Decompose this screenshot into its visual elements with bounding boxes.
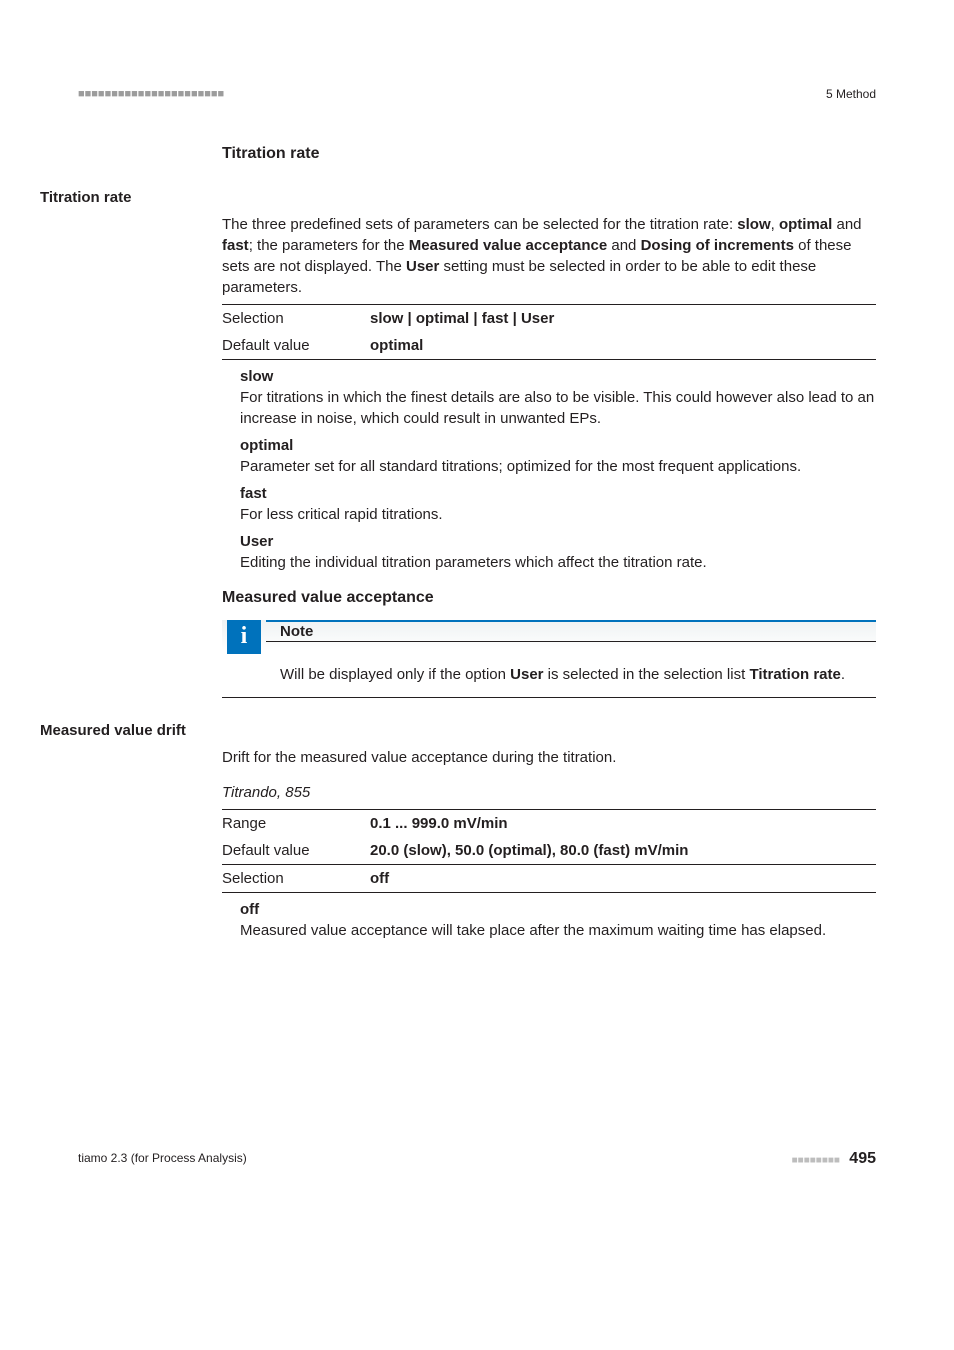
section-title-measured-value-acceptance: Measured value acceptance bbox=[222, 587, 876, 609]
kw-titration-rate: Titration rate bbox=[749, 666, 840, 683]
text: . bbox=[841, 666, 845, 683]
header-section-label: 5 Method bbox=[826, 86, 876, 103]
note-body: Will be displayed only if the option Use… bbox=[222, 642, 876, 685]
kw-slow: slow bbox=[737, 216, 770, 233]
def-term-slow: slow bbox=[240, 366, 876, 387]
def-term-user: User bbox=[240, 531, 876, 552]
def-desc-user: Editing the individual titration paramet… bbox=[240, 552, 876, 573]
page-number: 495 bbox=[849, 1150, 876, 1167]
table-row: Selection slow | optimal | fast | User bbox=[222, 305, 876, 333]
kw-user: User bbox=[510, 666, 543, 683]
table-row: Range 0.1 ... 999.0 mV/min bbox=[222, 809, 876, 837]
titration-rate-definitions: slow For titrations in which the finest … bbox=[240, 366, 876, 573]
row-label-range: Range bbox=[222, 809, 370, 837]
row-label-selection: Selection bbox=[222, 864, 370, 892]
table-row: Default value 20.0 (slow), 50.0 (optimal… bbox=[222, 837, 876, 865]
text: ; the parameters for the bbox=[249, 237, 409, 254]
row-value-selection: slow | optimal | fast | User bbox=[370, 305, 876, 333]
row-value-default: optimal bbox=[370, 332, 876, 360]
text: is selected in the selection list bbox=[544, 666, 750, 683]
text: optimal bbox=[370, 337, 423, 354]
info-icon: i bbox=[227, 620, 261, 654]
note-title: Note bbox=[266, 620, 876, 642]
row-value-default: 20.0 (slow), 50.0 (optimal), 80.0 (fast)… bbox=[370, 837, 876, 865]
param-label-measured-value-drift: Measured value drift bbox=[40, 720, 876, 741]
table-row: Selection off bbox=[222, 864, 876, 892]
text: The three predefined sets of parameters … bbox=[222, 216, 737, 233]
text: , bbox=[771, 216, 779, 233]
text: slow | optimal | fast | User bbox=[370, 310, 554, 327]
text: 0.1 ... 999.0 mV/min bbox=[370, 815, 508, 832]
def-desc-slow: For titrations in which the finest detai… bbox=[240, 387, 876, 429]
footer-dashes: ■■■■■■■■ bbox=[792, 1155, 840, 1166]
def-desc-optimal: Parameter set for all standard titration… bbox=[240, 456, 876, 477]
section-title-titration-rate: Titration rate bbox=[222, 143, 876, 165]
text: 20.0 (slow), 50.0 (optimal), 80.0 (fast)… bbox=[370, 842, 688, 859]
text: and bbox=[832, 216, 861, 233]
def-term-optimal: optimal bbox=[240, 435, 876, 456]
titration-rate-param-table: Selection slow | optimal | fast | User D… bbox=[222, 304, 876, 360]
kw-dosing-of-increments: Dosing of increments bbox=[641, 237, 794, 254]
param-label-titration-rate: Titration rate bbox=[40, 187, 876, 208]
text: off bbox=[370, 870, 389, 887]
page-header: ■■■■■■■■■■■■■■■■■■■■■■ 5 Method bbox=[78, 86, 876, 103]
drift-definitions: off Measured value acceptance will take … bbox=[240, 899, 876, 941]
header-dashes: ■■■■■■■■■■■■■■■■■■■■■■ bbox=[78, 87, 224, 102]
page-footer: tiamo 2.3 (for Process Analysis) ■■■■■■■… bbox=[78, 1148, 876, 1170]
row-label-default: Default value bbox=[222, 332, 370, 360]
kw-user: User bbox=[406, 258, 439, 275]
def-term-off: off bbox=[240, 899, 876, 920]
text: Will be displayed only if the option bbox=[280, 666, 510, 683]
kw-fast: fast bbox=[222, 237, 249, 254]
row-label-selection: Selection bbox=[222, 305, 370, 333]
note-box: i Note Will be displayed only if the opt… bbox=[222, 620, 876, 698]
def-desc-fast: For less critical rapid titrations. bbox=[240, 504, 876, 525]
table-row: Default value optimal bbox=[222, 332, 876, 360]
def-desc-off: Measured value acceptance will take plac… bbox=[240, 920, 876, 941]
kw-measured-value-acceptance: Measured value acceptance bbox=[409, 237, 607, 254]
row-value-selection: off bbox=[370, 864, 876, 892]
row-label-default: Default value bbox=[222, 837, 370, 865]
measured-value-drift-description: Drift for the measured value acceptance … bbox=[222, 747, 876, 768]
def-term-fast: fast bbox=[240, 483, 876, 504]
titration-rate-description: The three predefined sets of parameters … bbox=[222, 214, 876, 298]
kw-optimal: optimal bbox=[779, 216, 832, 233]
footer-product: tiamo 2.3 (for Process Analysis) bbox=[78, 1150, 247, 1167]
row-value-range: 0.1 ... 999.0 mV/min bbox=[370, 809, 876, 837]
drift-param-table: Range 0.1 ... 999.0 mV/min Default value… bbox=[222, 809, 876, 893]
text: and bbox=[607, 237, 640, 254]
device-label: Titrando, 855 bbox=[222, 782, 876, 803]
